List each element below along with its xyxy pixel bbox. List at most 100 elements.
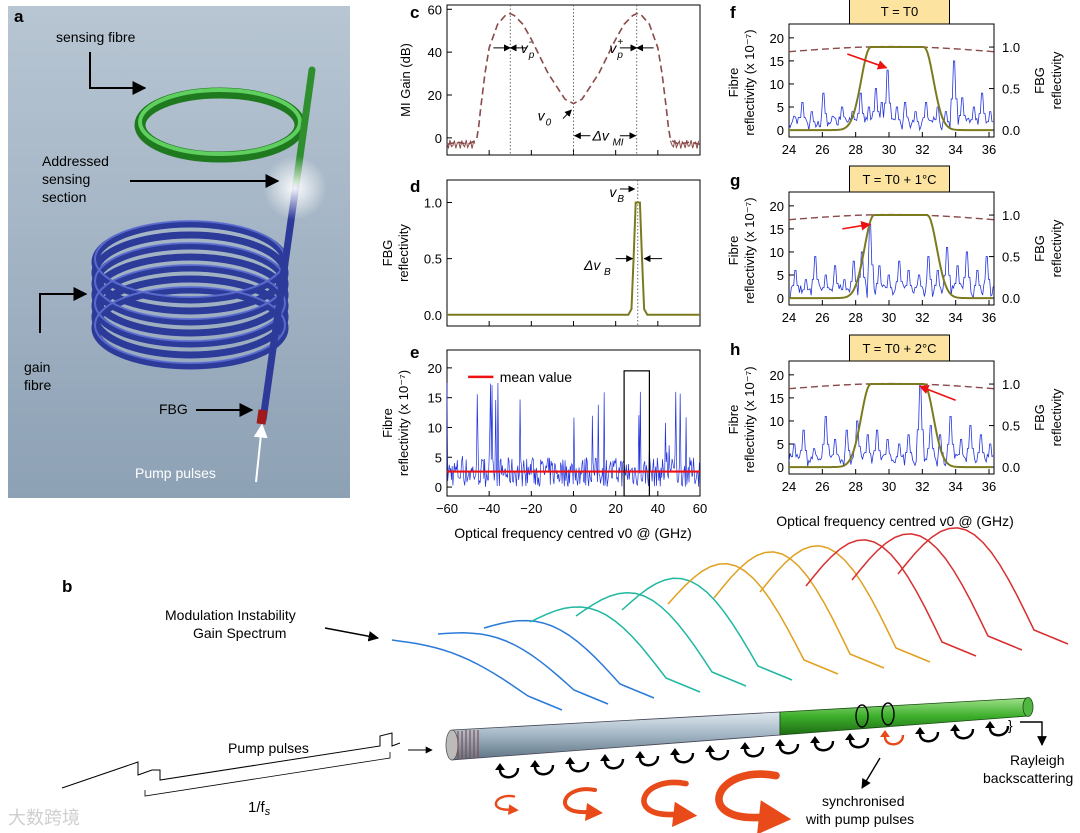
backscatter-arrow (953, 728, 975, 740)
section-marker-2 (881, 702, 895, 726)
x-tick-label-g: 34 (948, 310, 962, 325)
y-tick-label-g: 5 (777, 268, 784, 283)
x-tick-label-g: 36 (982, 310, 996, 325)
backscatter-arrowhead (495, 763, 505, 770)
annot-dvb-sub: B (604, 267, 611, 278)
legend-label-mean: mean value (500, 369, 573, 385)
title-f: T = T0 (881, 4, 918, 19)
y2-axis-label-f-2: reflectivity (1049, 51, 1064, 109)
mi-gain-curve (897, 527, 1069, 645)
period-bracket (144, 752, 391, 797)
growing-arrow (563, 787, 597, 815)
backscatter-arrowhead (810, 736, 820, 743)
annot-vp-plus: v (609, 40, 617, 56)
x-tick-label-g: 28 (848, 310, 862, 325)
x-tick-label-e: −60 (436, 501, 458, 516)
y2-tick-label-g: 1.0 (1002, 208, 1020, 223)
title-tag-g (849, 165, 950, 193)
plot-frame-h (788, 360, 995, 475)
y2-axis-label-h-1: FBG (1032, 404, 1047, 431)
fbg-grating (457, 730, 479, 759)
x-tick-label-h: 32 (915, 479, 929, 494)
label-pump-pulses-b: Pump pulses (228, 740, 309, 756)
panel-a-background (8, 6, 350, 498)
y2-axis-label-g-1: FBG (1032, 235, 1047, 262)
x-tick-label-g: 30 (882, 310, 896, 325)
y-tick-label-f: 0 (777, 123, 784, 138)
backscatter-arrowhead (845, 733, 855, 740)
panel-label-c: c (410, 3, 419, 22)
label-sensing-fibre: sensing fibre (56, 29, 136, 45)
backscatter-arrow (568, 761, 590, 773)
y-tick-label-f: 20 (770, 31, 784, 46)
x-tick-label-g: 26 (815, 310, 829, 325)
reflectivity-series-e (446, 382, 700, 487)
watermark: 大数跨境 (8, 808, 80, 828)
y-tick-label-h: 15 (770, 391, 784, 406)
plot-frame-d (446, 179, 701, 327)
plot-frame-f (788, 23, 995, 138)
y-tick-label-c: 0 (435, 131, 442, 146)
glow-spot (263, 156, 327, 220)
arrow-sync (861, 757, 881, 789)
title-g: T = T0 + 1°C (862, 172, 936, 187)
panel-label-e: e (410, 343, 419, 362)
growing-arrow (494, 794, 516, 811)
annot-vb-sub: B (617, 194, 624, 205)
y2-axis-label-g-2: reflectivity (1049, 219, 1064, 277)
y2-tick-label-h: 0.0 (1002, 460, 1020, 475)
annot-vp-plus-sup: + (617, 37, 623, 48)
x-axis-label-left: Optical frequency centred v0 @ (GHz) (454, 525, 692, 541)
x-tick-label-e: 20 (608, 501, 622, 516)
mi-gain-curve (437, 632, 609, 705)
y-axis-label-h-2: reflectivity (x 10⁻⁷) (742, 366, 757, 472)
panel-label-f: f (730, 3, 736, 22)
period-main: 1/f (248, 799, 266, 816)
arrow-rayleigh (1020, 721, 1047, 746)
growing-arrowhead (757, 800, 792, 833)
backscatter-arrow (813, 740, 835, 752)
y-tick-label-f: 5 (777, 100, 784, 115)
y2-tick-label-g: 0.0 (1002, 291, 1020, 306)
mi-gain-wiggle-left (446, 139, 476, 150)
y2-tick-label-f: 1.0 (1002, 40, 1020, 55)
y-tick-label-e: 15 (428, 391, 442, 406)
mi-gain-curve (575, 591, 747, 687)
y-axis-label-g-2: reflectivity (x 10⁻⁷) (742, 197, 757, 303)
y2-tick-label-g: 0.5 (1002, 250, 1020, 265)
annot-vb: v (609, 184, 617, 200)
backscatter-arrowhead (670, 748, 680, 755)
annot-vp-plus-sub: p (616, 50, 623, 61)
label-gain-1: gain (24, 359, 50, 375)
red-arrow-f (847, 53, 888, 70)
backscatter-arrowhead (740, 742, 750, 749)
growing-arrow (715, 770, 780, 822)
panel-label-h: h (730, 340, 740, 359)
growing-arrowhead (672, 801, 698, 827)
y2-axis-label-f-1: FBG (1032, 67, 1047, 94)
y-tick-label-d: 0.0 (424, 308, 442, 323)
mi-gain-curve (759, 545, 931, 663)
y-tick-label-g: 10 (770, 245, 784, 260)
backscatter-arrow (638, 755, 660, 767)
y-tick-label-f: 10 (770, 77, 784, 92)
backscatter-arrow (743, 746, 765, 758)
title-h: T = T0 + 2°C (862, 341, 936, 356)
sensing-fibre-ring (134, 87, 306, 163)
label-sync-2: with pump pulses (805, 811, 914, 827)
x-tick-label-e: 40 (651, 501, 665, 516)
backscatter-arrowhead (880, 730, 890, 737)
y2-tick-label-h: 1.0 (1002, 377, 1020, 392)
mi-gain-curve (529, 606, 701, 693)
y-axis-label-g-1: Fibre (726, 236, 741, 266)
mi-gain-wiggle-right (670, 139, 700, 149)
y-tick-label-g: 20 (770, 199, 784, 214)
red-arrow-h (918, 385, 956, 401)
x-tick-label-g: 24 (782, 310, 796, 325)
backscatter-arrowhead (705, 745, 715, 752)
label-gain-2: fibre (24, 377, 51, 393)
y-tick-label-f: 15 (770, 54, 784, 69)
y-axis-label-d-1: FBG (380, 240, 395, 267)
